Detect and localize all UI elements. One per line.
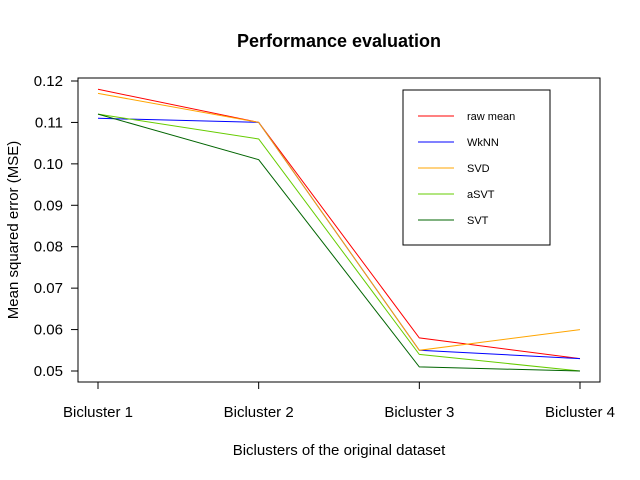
series-lines bbox=[97, 88, 581, 372]
series-line-raw-mean bbox=[97, 88, 581, 360]
x-axis: Bicluster 1 Bicluster 2 Bicluster 3 Biclust… bbox=[63, 381, 615, 421]
y-tick-label: 0.11 bbox=[35, 114, 63, 131]
y-axis-label: Mean squared error (MSE) bbox=[5, 141, 22, 319]
y-tick-label: 0.12 bbox=[34, 73, 63, 90]
x-tick-label: Bicluster 1 bbox=[63, 404, 133, 421]
legend-label: SVD bbox=[467, 163, 490, 175]
y-axis: 0.05 0.06 0.07 0.08 0.09 0.10 0.11 0.12 bbox=[34, 73, 79, 380]
legend-label: WkNN bbox=[467, 137, 499, 149]
x-tick-label: Bicluster 2 bbox=[224, 404, 294, 421]
legend-label: SVT bbox=[467, 215, 489, 227]
legend: raw mean WkNN SVD aSVT SVT bbox=[402, 89, 551, 246]
series-line-svt bbox=[97, 113, 581, 372]
legend-label: aSVT bbox=[467, 189, 495, 201]
y-tick-label: 0.06 bbox=[34, 322, 63, 339]
series-line-svd bbox=[97, 92, 581, 351]
y-tick-label: 0.07 bbox=[34, 280, 63, 297]
y-tick-label: 0.08 bbox=[34, 239, 63, 256]
y-tick-label: 0.09 bbox=[34, 197, 63, 214]
y-tick-label: 0.05 bbox=[34, 363, 63, 380]
chart-title: Performance evaluation bbox=[237, 31, 441, 51]
x-tick-label: Bicluster 3 bbox=[384, 404, 454, 421]
y-tick-label: 0.10 bbox=[34, 156, 63, 173]
legend-label: raw mean bbox=[467, 111, 515, 123]
x-axis-label: Biclusters of the original dataset bbox=[233, 442, 446, 459]
series-line-asvt bbox=[97, 113, 581, 372]
x-tick-label: Bicluster 4 bbox=[545, 404, 615, 421]
